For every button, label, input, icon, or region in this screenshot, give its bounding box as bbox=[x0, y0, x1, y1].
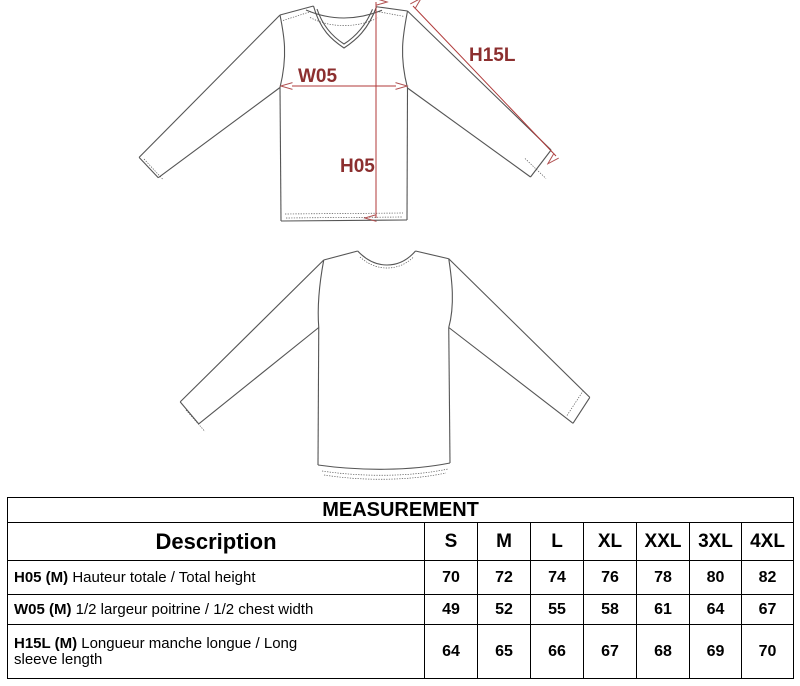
svg-text:W05: W05 bbox=[298, 66, 338, 87]
svg-text:H15L: H15L bbox=[469, 45, 516, 66]
svg-text:H05: H05 bbox=[340, 156, 375, 177]
